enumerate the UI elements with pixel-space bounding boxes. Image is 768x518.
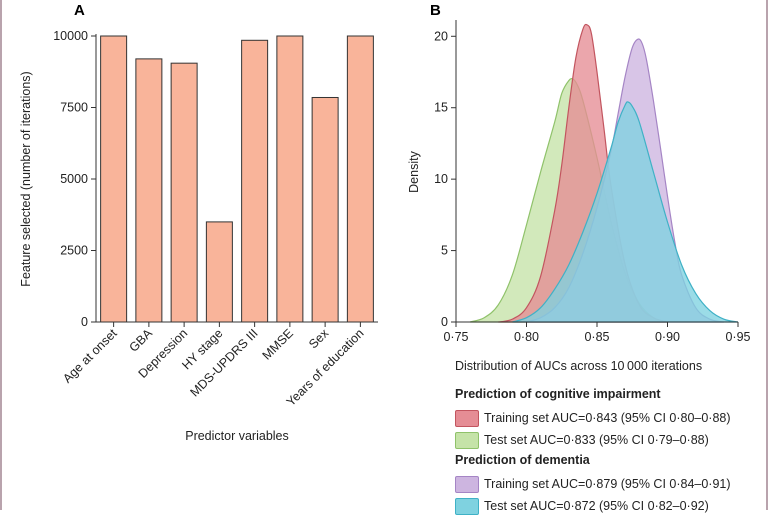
x-tick-label-sex: Sex: [306, 326, 332, 352]
image-border-right: [766, 0, 768, 510]
legend-swatch-cognitive-test: [455, 431, 479, 449]
legend-label-dementia-training: Training set AUC=0·879 (95% CI 0·84–0·91…: [484, 477, 731, 491]
panel-b-x-tick-label: 0·95: [725, 330, 750, 344]
legend-heading-dementia: Prediction of dementia: [455, 453, 590, 467]
bar-years-of-education: [346, 35, 374, 323]
legend-item-dementia-training: Training set AUC=0·879 (95% CI 0·84–0·91…: [455, 474, 765, 494]
panel-a-y-tick-label: 5000: [60, 172, 88, 186]
panel-a-label: A: [74, 2, 85, 19]
panel-a-x-axis-title: Predictor variables: [185, 429, 289, 443]
bar-hy-stage: [205, 221, 233, 323]
legend: Prediction of cognitive impairment Train…: [455, 384, 765, 518]
panel-b-label: B: [430, 2, 441, 19]
legend-label-cognitive-training: Training set AUC=0·843 (95% CI 0·80–0·88…: [484, 411, 731, 425]
bar-sex: [311, 96, 339, 323]
image-border-left: [0, 0, 2, 510]
legend-swatch-dementia-training: [455, 475, 479, 493]
panel-b-density-chart: 0 5 10 15 20 0·75 0·80 0·85 0·90 0·95 Density Distr…: [407, 20, 751, 373]
bar-mmse: [276, 35, 304, 323]
legend-item-dementia-test: Test set AUC=0·872 (95% CI 0·82–0·92): [455, 496, 765, 516]
panel-b-y-tick-label: 10: [434, 172, 448, 186]
x-tick-label-gba: GBA: [126, 326, 155, 355]
panel-a-y-axis-title: Feature selected (number of iterations): [19, 71, 33, 286]
x-tick-label-mmse: MMSE: [260, 326, 296, 362]
x-tick-label-age-at-onset: Age at onset: [60, 326, 120, 386]
panel-a-y-tick-label: 0: [81, 315, 88, 329]
panel-b-y-tick-label: 20: [434, 29, 448, 43]
legend-swatch-dementia-test: [455, 497, 479, 515]
panel-b-x-tick-label: 0·80: [514, 330, 539, 344]
density-dementia-test: [512, 101, 739, 323]
panel-b-y-axis-title: Density: [407, 150, 421, 192]
panel-b-x-tick-label: 0·90: [655, 330, 680, 344]
panel-a-y-tick-label: 2500: [60, 244, 88, 258]
panel-b-y-tick-label: 15: [434, 101, 448, 115]
bar-age-at-onset: [100, 35, 128, 323]
bar-gba: [135, 58, 163, 323]
legend-item-cognitive-training: Training set AUC=0·843 (95% CI 0·80–0·88…: [455, 408, 765, 428]
legend-swatch-cognitive-training: [455, 409, 479, 427]
panel-a-y-tick-label: 7500: [60, 101, 88, 115]
panel-b-y-tick-label: 0: [441, 315, 448, 329]
panel-b-x-tick-label: 0·85: [584, 330, 609, 344]
legend-label-dementia-test: Test set AUC=0·872 (95% CI 0·82–0·92): [484, 499, 709, 513]
panel-a-y-tick-label: 10000: [53, 29, 88, 43]
legend-item-cognitive-test: Test set AUC=0·833 (95% CI 0·79–0·88): [455, 430, 765, 450]
panel-b-x-tick-label: 0·75: [443, 330, 468, 344]
legend-label-cognitive-test: Test set AUC=0·833 (95% CI 0·79–0·88): [484, 433, 709, 447]
panel-b-y-tick-label: 5: [441, 244, 448, 258]
bar-mds-updrs-iii: [241, 39, 269, 323]
legend-heading-cognitive: Prediction of cognitive impairment: [455, 387, 661, 401]
bar-depression: [170, 62, 198, 323]
panel-b-x-axis-title: Distribution of AUCs across 10 000 itera…: [455, 359, 702, 373]
